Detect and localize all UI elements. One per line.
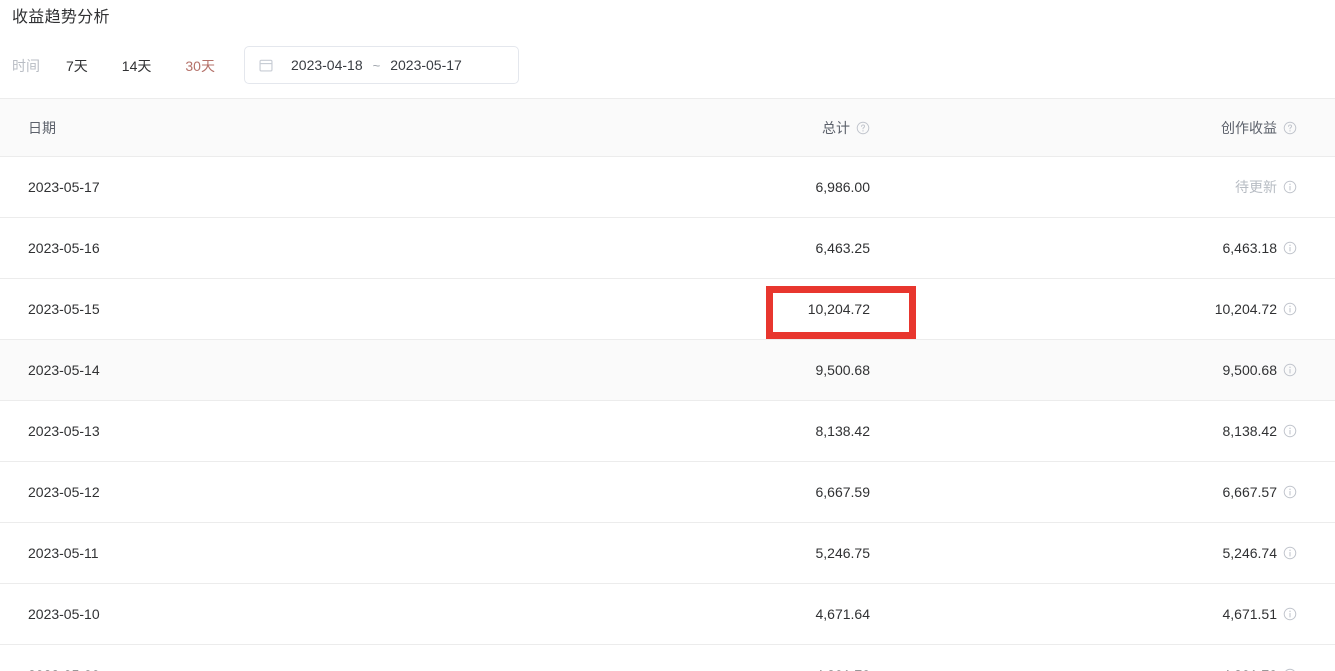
range-tab-30d[interactable]: 30天	[185, 58, 215, 74]
table-row: 2023-05-11 5,246.75 5,246.74	[0, 523, 1335, 584]
cell-creation: 8,138.42	[870, 423, 1335, 439]
table-row: 2023-05-094,891.704,891.70	[0, 645, 1335, 671]
info-circle-icon[interactable]	[1283, 546, 1297, 560]
range-tab-14d[interactable]: 14天	[121, 58, 152, 74]
cell-creation: 4,671.51	[870, 606, 1335, 622]
cell-creation-value: 4,671.51	[1222, 606, 1278, 622]
cell-creation-inner: 6,667.57	[1223, 484, 1298, 500]
cell-date: 2023-05-13	[28, 423, 100, 439]
cell-creation: 6,667.57	[870, 484, 1335, 500]
filter-bar: 时间 7天 14天 30天	[0, 46, 1335, 86]
info-circle-icon[interactable]	[1283, 241, 1297, 255]
table-row: 2023-05-16 6,463.25 6,463.18	[0, 218, 1335, 279]
cell-total: 4,891.70	[740, 667, 871, 671]
cell-creation: 待更新	[870, 177, 1335, 197]
cell-total: 4,671.64	[815, 606, 871, 622]
date-range-start: 2023-04-18	[291, 57, 363, 73]
cell-creation-inner: 10,204.72	[1215, 301, 1297, 317]
date-range-picker[interactable]: 2023-04-18 ~ 2023-05-17	[244, 46, 519, 84]
time-filter-label: 时间	[12, 58, 40, 74]
cell-date: 2023-05-09	[0, 667, 740, 671]
help-circle-icon[interactable]	[856, 121, 870, 135]
cell-total: 6,667.59	[815, 484, 871, 500]
cell-creation-inner: 4,891.70	[1223, 667, 1298, 671]
cell-creation-inner: 待更新	[1235, 177, 1297, 197]
table-row: 2023-05-13 8,138.42 8,138.42	[0, 401, 1335, 462]
cell-creation-value: 10,204.72	[1214, 301, 1277, 317]
page-title: 收益趋势分析	[12, 9, 110, 26]
column-header-date[interactable]: 日期	[28, 119, 56, 136]
cell-creation: 10,204.72	[870, 301, 1335, 317]
info-circle-icon[interactable]	[1283, 485, 1297, 499]
cell-date: 2023-05-14	[28, 362, 100, 378]
cell-creation-inner: 8,138.42	[1223, 423, 1298, 439]
cell-creation-pending: 待更新	[1235, 179, 1277, 195]
cell-date: 2023-05-11	[28, 545, 99, 561]
cell-total: 6,463.25	[815, 240, 871, 256]
range-tab-group: 7天 14天 30天	[66, 56, 215, 76]
info-circle-icon[interactable]	[1283, 668, 1297, 671]
table-row: 2023-05-17 6,986.00 待更新	[0, 157, 1335, 218]
cell-date: 2023-05-15	[28, 301, 100, 317]
cell-total: 5,246.75	[815, 545, 871, 561]
cell-creation-inner: 9,500.68	[1223, 362, 1298, 378]
date-range-end: 2023-05-17	[390, 57, 462, 73]
cell-creation: 9,500.68	[870, 362, 1335, 378]
cell-creation-inner: 6,463.18	[1223, 240, 1298, 256]
cell-date: 2023-05-17	[28, 179, 100, 195]
info-circle-icon[interactable]	[1283, 302, 1297, 316]
cell-creation: 6,463.18	[870, 240, 1335, 256]
column-header-creation[interactable]: 创作收益	[870, 118, 1335, 138]
cell-date: 2023-05-16	[28, 240, 100, 256]
cell-total: 8,138.42	[815, 423, 871, 439]
cell-creation-value: 4,891.70	[1223, 667, 1278, 671]
table-header-row: 日期 总计 创作收益	[0, 98, 1335, 157]
cell-date: 2023-05-10	[28, 606, 100, 622]
info-circle-icon[interactable]	[1283, 363, 1297, 377]
cell-creation-inner: 5,246.74	[1223, 545, 1298, 561]
range-tab-7d[interactable]: 7天	[66, 58, 88, 74]
cell-date: 2023-05-12	[28, 484, 100, 500]
column-header-total-label: 总计	[822, 119, 850, 136]
cell-total: 10,204.72	[807, 301, 870, 317]
calendar-icon	[259, 59, 273, 72]
column-header-creation-label: 创作收益	[1221, 119, 1277, 136]
table-row: 2023-05-10 4,671.64 4,671.51	[0, 584, 1335, 645]
cell-creation-value: 6,667.57	[1222, 484, 1278, 500]
table-body: 2023-05-17 6,986.00 待更新 2023-05-16 6,463.25 6…	[0, 157, 1335, 671]
cell-creation: 4,891.70	[870, 667, 1335, 671]
cell-creation: 5,246.74	[870, 545, 1335, 561]
cell-total: 9,500.68	[815, 362, 871, 378]
cell-creation-value: 5,246.74	[1222, 545, 1278, 561]
table-row: 2023-05-12 6,667.59 6,667.57	[0, 462, 1335, 523]
cell-creation-inner: 4,671.51	[1223, 606, 1298, 622]
info-circle-icon[interactable]	[1283, 180, 1297, 194]
revenue-table: 日期 总计 创作收益	[0, 98, 1335, 671]
info-circle-icon[interactable]	[1283, 607, 1297, 621]
info-circle-icon[interactable]	[1283, 424, 1297, 438]
cell-creation-value: 6,463.18	[1222, 240, 1278, 256]
help-circle-icon[interactable]	[1283, 121, 1297, 135]
column-header-total[interactable]: 总计	[740, 118, 870, 138]
table-row: 2023-05-14 9,500.68 9,500.68	[0, 340, 1335, 401]
cell-creation-value: 9,500.68	[1222, 362, 1278, 378]
cell-total: 6,986.00	[815, 179, 871, 195]
cell-creation-value: 8,138.42	[1222, 423, 1278, 439]
date-range-separator: ~	[372, 57, 381, 73]
table-row: 2023-05-15 10,204.72 10,204.72	[0, 279, 1335, 340]
